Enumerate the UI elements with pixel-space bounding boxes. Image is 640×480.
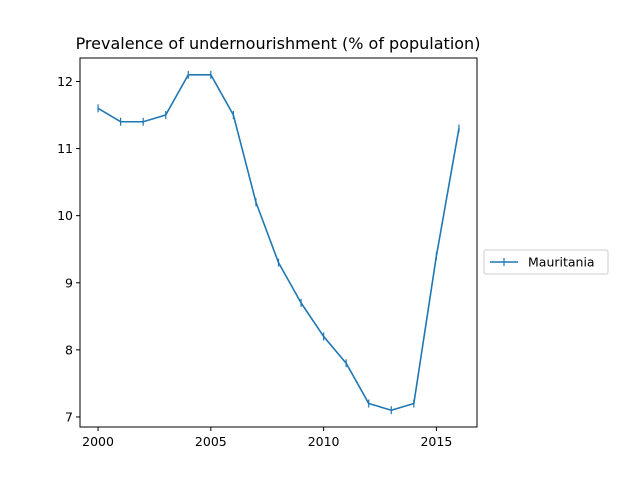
y-tick-label: 12	[57, 74, 73, 89]
x-tick-label: 2010	[308, 434, 340, 449]
plot-area: 2000 2005 2010 2015 7 8 9 10 11 12	[57, 57, 478, 449]
legend-box	[483, 249, 609, 275]
y-tick-label: 9	[65, 275, 73, 290]
legend: Mauritania	[483, 249, 609, 275]
x-tick-label: 2015	[420, 434, 452, 449]
y-tick-label: 8	[65, 342, 73, 357]
chart-title: Prevalence of undernourishment (% of pop…	[76, 34, 481, 53]
x-tick-label: 2005	[195, 434, 227, 449]
x-tick-label: 2000	[82, 434, 114, 449]
y-tick-label: 11	[57, 141, 73, 156]
axes-frame	[79, 57, 478, 428]
legend-label: Mauritania	[528, 255, 595, 270]
y-tick-label: 7	[65, 409, 73, 424]
series-line-mauritania	[97, 73, 460, 412]
y-tick-label: 10	[57, 208, 73, 223]
